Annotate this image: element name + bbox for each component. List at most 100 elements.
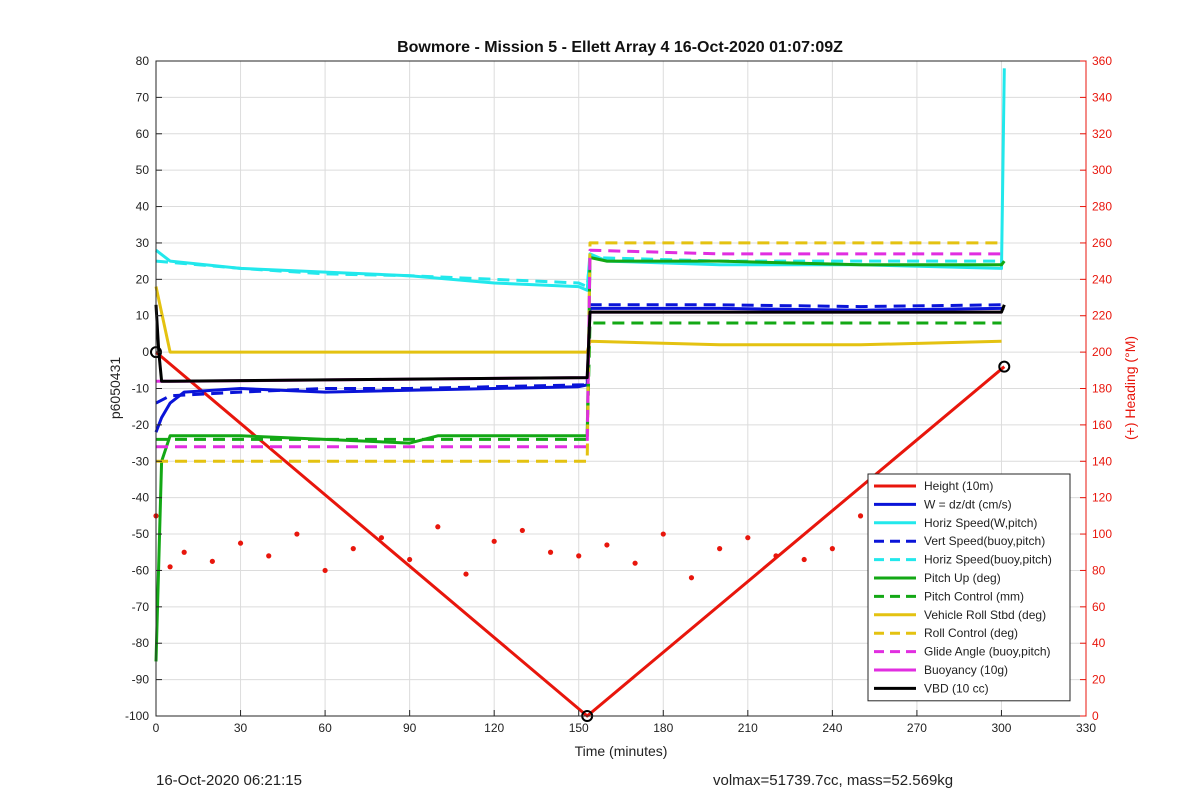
series-vert-speed-buoy-pitch-line [155,303,1005,405]
y2-tick-label: 60 [1092,600,1106,614]
y2-tick-label: 280 [1092,200,1112,214]
x-tick-label: 150 [569,721,589,735]
heading-point [857,513,864,519]
heading-point [181,549,187,555]
series-pitch-up-deg [154,256,1006,662]
series-vert-speed-buoy-pitch [155,303,1005,405]
x-tick-label: 0 [153,721,160,735]
y-tick-label: 80 [136,54,150,68]
x-tick-label: 180 [653,721,673,735]
legend-label: Pitch Control (mm) [924,589,1024,603]
series-vbd-10-cc-line [154,304,1006,383]
heading-point [660,531,666,537]
heading-point [829,546,835,552]
y-tick-label: -100 [125,709,149,723]
y-tick-label: -40 [132,491,150,505]
y2-tick-label: 20 [1092,673,1106,687]
y-axis-label: p6050431 [107,357,123,420]
series-pitch-up-deg-line [154,256,1006,662]
y2-tick-label: 100 [1092,527,1112,541]
legend-label: Pitch Up (deg) [924,571,1001,585]
heading-point [237,540,244,546]
y-tick-label: 50 [136,163,150,177]
x-tick-label: 240 [822,721,842,735]
y-tick-label: 30 [136,236,150,250]
y2-axis-label: (+) Heading (°M) [1122,336,1138,440]
heading-point [491,538,497,544]
footer-vehicle-info: volmax=51739.7cc, mass=52.569kg [713,772,954,789]
y-tick-label: 60 [136,127,150,141]
x-tick-label: 210 [738,721,758,735]
y2-tick-label: 140 [1092,454,1112,468]
heading-point [435,524,441,530]
y-axis-right: 0 20 40 60 80 100 120 140 160 180 200 220 240 260 280 3… [1080,54,1112,723]
x-axis-label: Time (minutes) [575,743,668,759]
heading-point [407,556,413,563]
y-tick-label: -90 [132,673,150,687]
y-tick-label: 0 [142,345,149,359]
series-vehicle-roll-stbd-deg [154,286,1002,354]
heading-point [773,553,779,559]
series-layer [150,68,1011,722]
series-vbd-10-cc [154,304,1006,383]
heading-point [378,535,385,541]
height-marker [998,360,1011,373]
legend-label: Height (10m) [924,479,993,493]
series-pitch-control-mm-line [156,321,1002,441]
series-pitch-control-mm [156,321,1002,441]
y2-tick-label: 0 [1092,709,1099,723]
y2-tick-label: 120 [1092,491,1112,505]
y2-tick-label: 160 [1092,418,1112,432]
legend-label: Horiz Speed(buoy,pitch) [924,553,1052,567]
heading-point [688,575,695,581]
y2-tick-label: 340 [1092,90,1112,104]
x-tick-label: 330 [1076,721,1096,735]
heading-point [463,571,469,577]
y-tick-label: -30 [132,454,150,468]
y2-tick-label: 200 [1092,345,1112,359]
footer-timestamp: 16-Oct-2020 06:21:15 [156,772,302,789]
y2-tick-label: 80 [1092,563,1106,577]
y-tick-label: 40 [136,200,150,214]
heading-point [350,546,356,552]
y-axis-left: -100-90-80-70-60-50-40-30-20-10010203040… [125,54,162,723]
y-tick-label: -70 [132,600,150,614]
series-vehicle-roll-stbd-deg-line [154,286,1002,354]
legend-label: W = dz/dt (cm/s) [924,497,1012,511]
y2-tick-label: 260 [1092,236,1112,250]
heading-point [547,549,554,555]
legend-label: Vehicle Roll Stbd (deg) [924,608,1046,622]
heading-point [322,567,328,574]
legend-box [867,473,1071,702]
series-w-dz-dt-cm-s-line [154,306,1005,433]
y-tick-label: -60 [132,563,150,577]
heading-point [576,553,582,559]
legend-label: Glide Angle (buoy,pitch) [924,645,1051,659]
y-tick-label: -20 [132,418,150,432]
heading-point [604,542,610,548]
y2-tick-label: 180 [1092,382,1112,396]
legend-label: VBD (10 cc) [924,681,989,695]
x-tick-label: 120 [484,721,504,735]
y-tick-label: -10 [132,382,150,396]
x-tick-label: 90 [403,721,417,735]
y-tick-label: 20 [136,272,150,286]
series-glide-angle-buoy-pitch [156,248,1002,449]
heading-point [266,553,272,559]
heading-point [717,546,723,552]
heading-point [801,556,807,563]
legend: Height (10m) W = dz/dt (cm/s) Horiz Speed(… [867,473,1071,702]
y2-tick-label: 220 [1092,309,1112,323]
x-tick-label: 300 [991,721,1011,735]
legend-label: Roll Control (deg) [924,626,1018,640]
y-tick-label: -50 [132,527,150,541]
legend-label: Buoyancy (10g) [924,663,1008,677]
legend-label: Horiz Speed(W,pitch) [924,516,1037,530]
x-tick-label: 270 [907,721,927,735]
series-w-dz-dt-cm-s [154,306,1005,433]
y-tick-label: 10 [136,309,150,323]
x-tick-label: 60 [318,721,332,735]
heading-point [167,564,173,570]
y2-tick-label: 40 [1092,636,1106,650]
